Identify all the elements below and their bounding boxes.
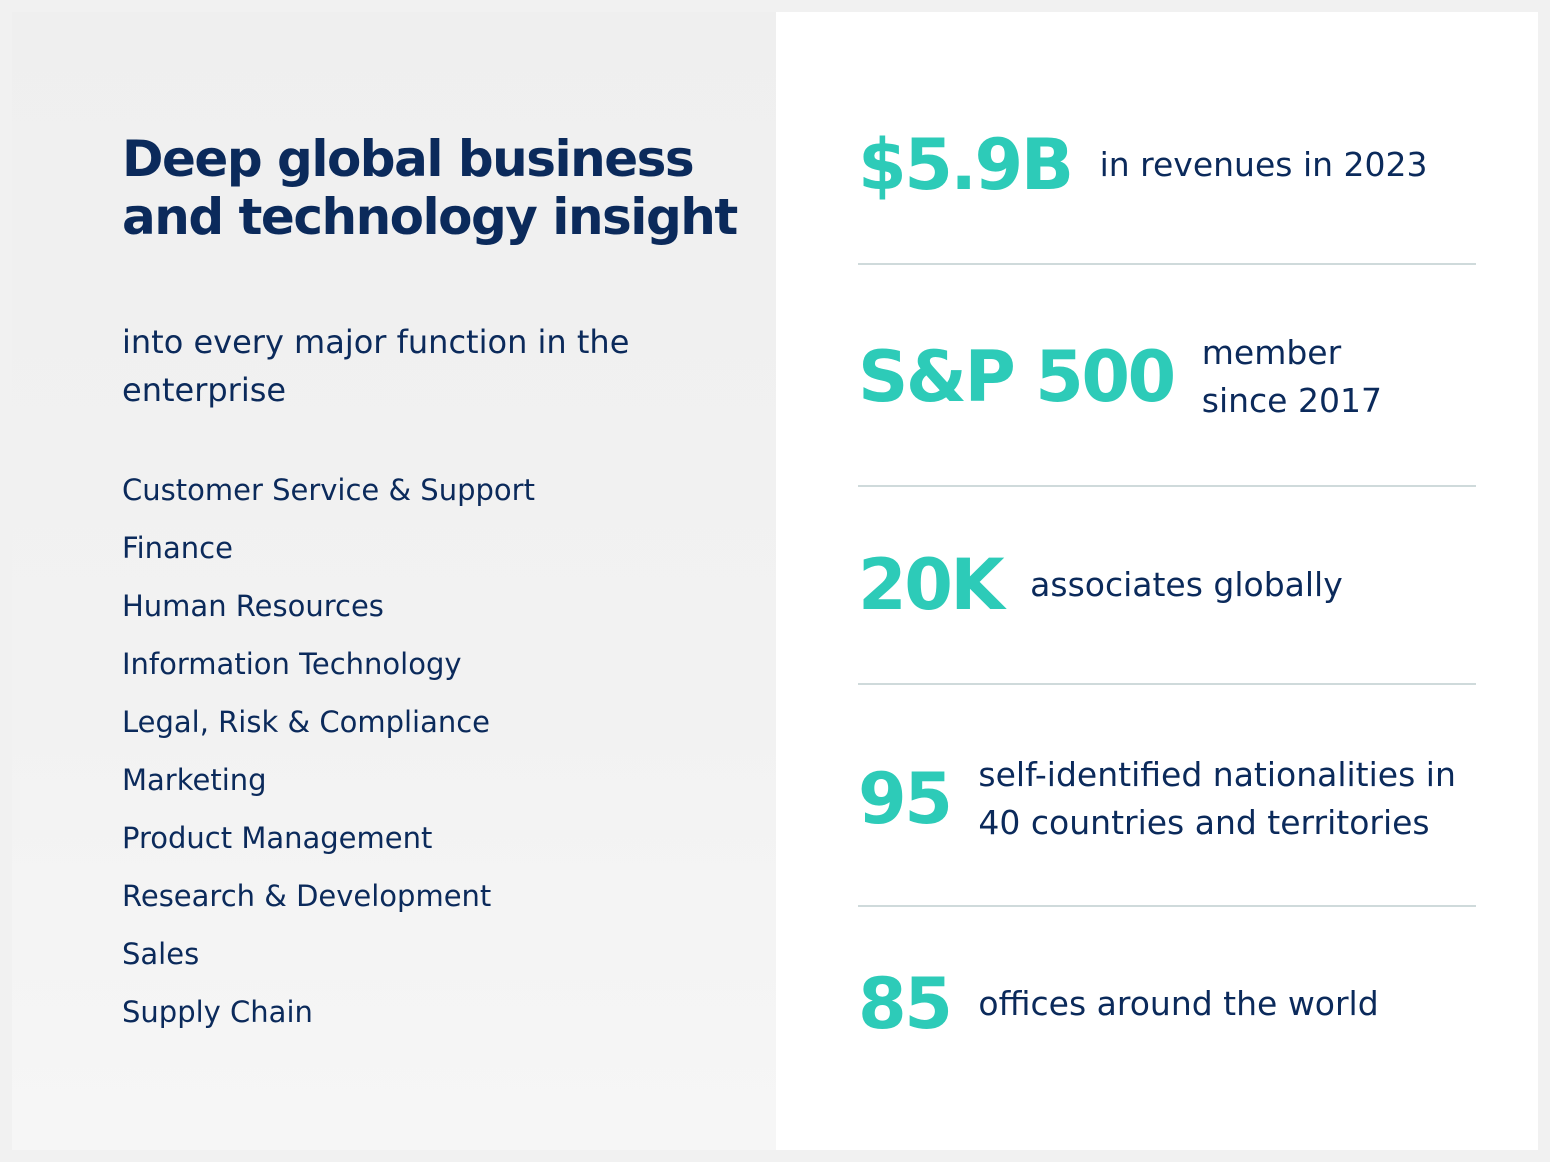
stat-revenue: $5.9B in revenues in 2023 (858, 125, 1476, 205)
stat-offices: 85 offices around the world (858, 964, 1476, 1044)
stats-panel: $5.9B in revenues in 2023 S&P 500 member… (776, 12, 1538, 1150)
stat-description: associates globally (1030, 565, 1343, 604)
stat-divider (858, 905, 1476, 907)
headline: Deep global business and technology insi… (122, 130, 738, 246)
function-item: Human Resources (122, 589, 384, 623)
functions-panel: Deep global business and technology insi… (12, 12, 776, 1150)
stat-description: in revenues in 2023 (1099, 145, 1428, 184)
function-item: Marketing (122, 763, 267, 797)
stat-description: member since 2017 (1201, 333, 1382, 420)
function-item: Information Technology (122, 647, 462, 681)
stat-value: $5.9B (858, 124, 1074, 206)
stat-sp500: S&P 500 member since 2017 (858, 329, 1476, 425)
stat-associates: 20K associates globally (858, 545, 1476, 625)
function-item: Legal, Risk & Compliance (122, 705, 491, 739)
stat-value: 95 (858, 758, 953, 840)
function-item: Customer Service & Support (122, 473, 535, 507)
stat-description: offices around the world (978, 984, 1379, 1023)
function-list: Customer Service & Support Finance Human… (122, 468, 535, 1048)
function-item: Supply Chain (122, 995, 313, 1029)
subheadline: into every major function in the enterpr… (122, 323, 630, 409)
stat-value: 20K (858, 544, 1005, 626)
stat-value: 85 (858, 963, 953, 1045)
stat-divider (858, 485, 1476, 487)
stat-value: S&P 500 (858, 336, 1176, 418)
function-item: Research & Development (122, 879, 492, 913)
stat-nationalities: 95 self-identified nationalities in 40 c… (858, 751, 1476, 847)
stat-description: self-identified nationalities in 40 coun… (978, 755, 1456, 842)
function-item: Product Management (122, 821, 433, 855)
function-item: Finance (122, 531, 233, 565)
stat-divider (858, 263, 1476, 265)
stat-divider (858, 683, 1476, 685)
function-item: Sales (122, 937, 200, 971)
